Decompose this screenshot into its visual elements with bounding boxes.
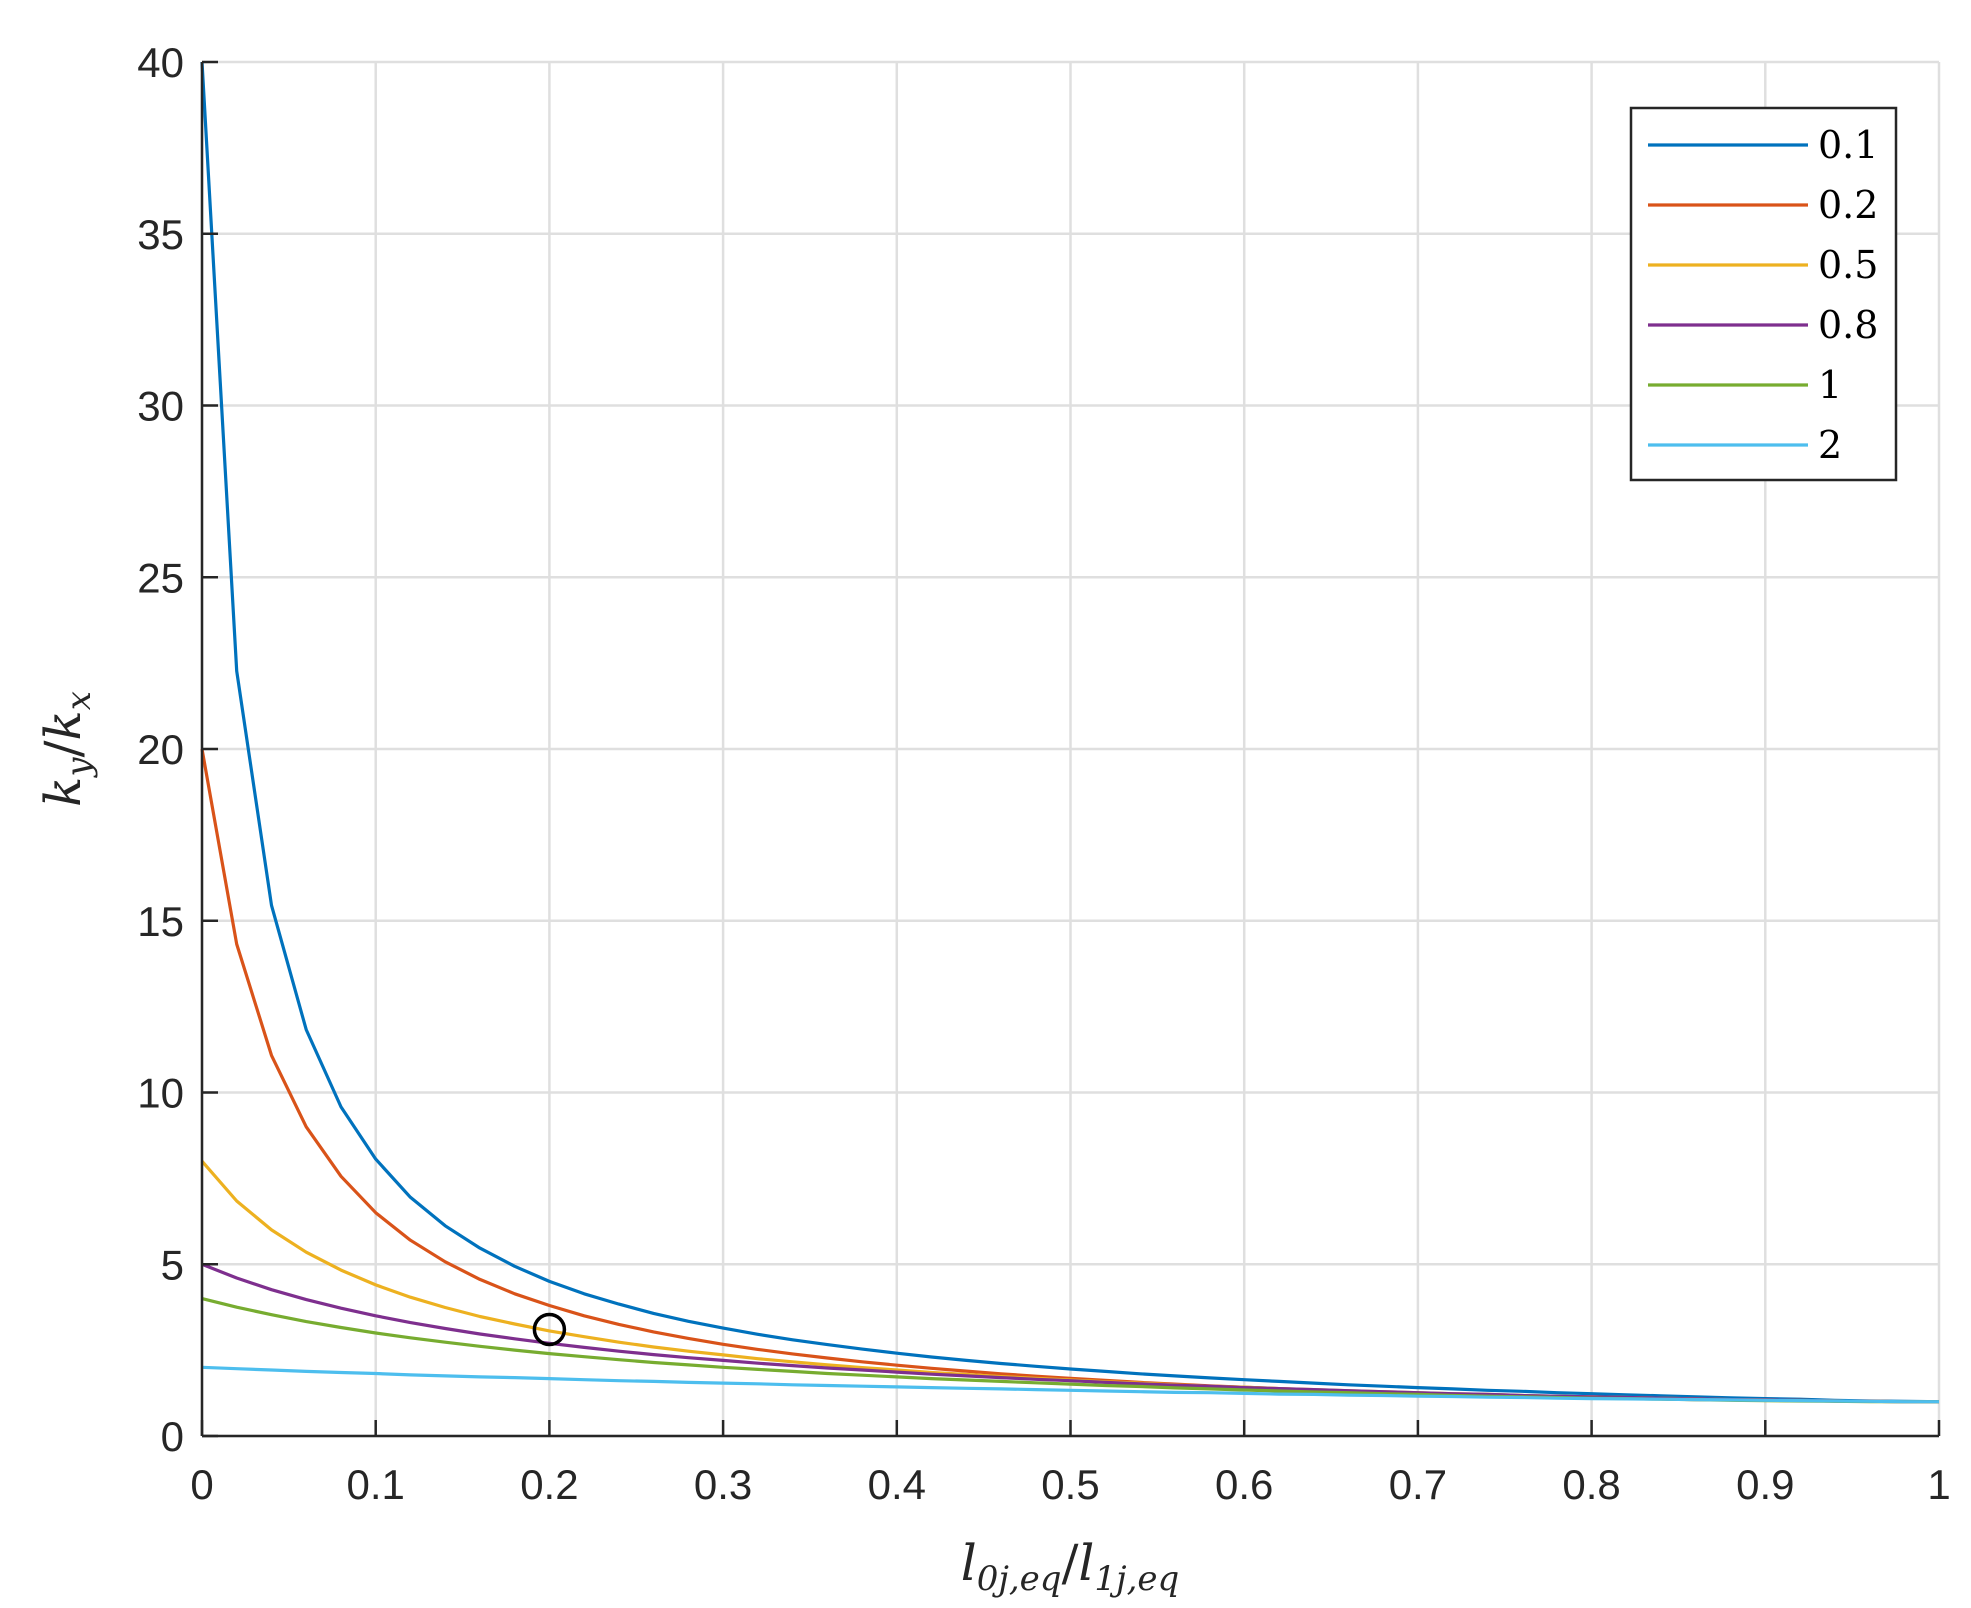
circle-marker bbox=[532, 1312, 567, 1347]
legend-label-0.2: 0.2 bbox=[1818, 183, 1878, 227]
x-tick-label: 0.8 bbox=[1562, 1461, 1620, 1508]
annotations bbox=[532, 1312, 567, 1347]
y-tick-label: 25 bbox=[137, 554, 184, 601]
axes bbox=[200, 60, 1941, 1438]
y-tick-label: 5 bbox=[161, 1241, 184, 1288]
x-tick-label: 0.2 bbox=[520, 1461, 578, 1508]
legend-label-1: 1 bbox=[1818, 363, 1842, 407]
series-line-2 bbox=[201, 1365, 1939, 1404]
x-tick-label: 0.4 bbox=[868, 1461, 926, 1508]
y-axis-label: ky/kx bbox=[34, 691, 99, 807]
x-tick-label: 0.1 bbox=[347, 1461, 405, 1508]
y-tick-label: 15 bbox=[137, 898, 184, 945]
y-tick-labels: 0 5 10 15 20 25 30 35 40 bbox=[137, 39, 184, 1460]
legend-label-2: 2 bbox=[1818, 423, 1842, 467]
series-line-0.1 bbox=[200, 61, 1940, 1404]
y-tick-label: 40 bbox=[137, 39, 184, 86]
legend-label-0.5: 0.5 bbox=[1818, 243, 1878, 287]
x-tick-label: 0.6 bbox=[1215, 1461, 1273, 1508]
x-tick-label: 0 bbox=[190, 1461, 213, 1508]
x-tick-label: 0.5 bbox=[1041, 1461, 1099, 1508]
y-tick-label: 0 bbox=[161, 1413, 184, 1460]
x-tick-label: 0.3 bbox=[694, 1461, 752, 1508]
legend: 0.1 0.2 0.5 0.8 1 2 bbox=[1629, 106, 1898, 482]
legend-box bbox=[1629, 106, 1898, 482]
x-tick-label: 0.7 bbox=[1389, 1461, 1447, 1508]
x-tick-labels: 0 0.1 0.2 0.3 0.4 0.5 0.6 0.7 0.8 0.9 1 bbox=[190, 1461, 1950, 1508]
y-tick-label: 35 bbox=[137, 211, 184, 258]
y-tick-label: 30 bbox=[137, 383, 184, 430]
x-axis-label: l0j,eq/l1j,eq bbox=[961, 1534, 1180, 1599]
series-lines bbox=[200, 61, 1940, 1404]
legend-label-0.8: 0.8 bbox=[1818, 303, 1878, 347]
y-tick-label: 20 bbox=[137, 726, 184, 773]
x-tick-label: 0.9 bbox=[1736, 1461, 1794, 1508]
legend-label-0.1: 0.1 bbox=[1818, 123, 1878, 167]
x-tick-label: 1 bbox=[1927, 1461, 1950, 1508]
y-tick-label: 10 bbox=[137, 1070, 184, 1117]
